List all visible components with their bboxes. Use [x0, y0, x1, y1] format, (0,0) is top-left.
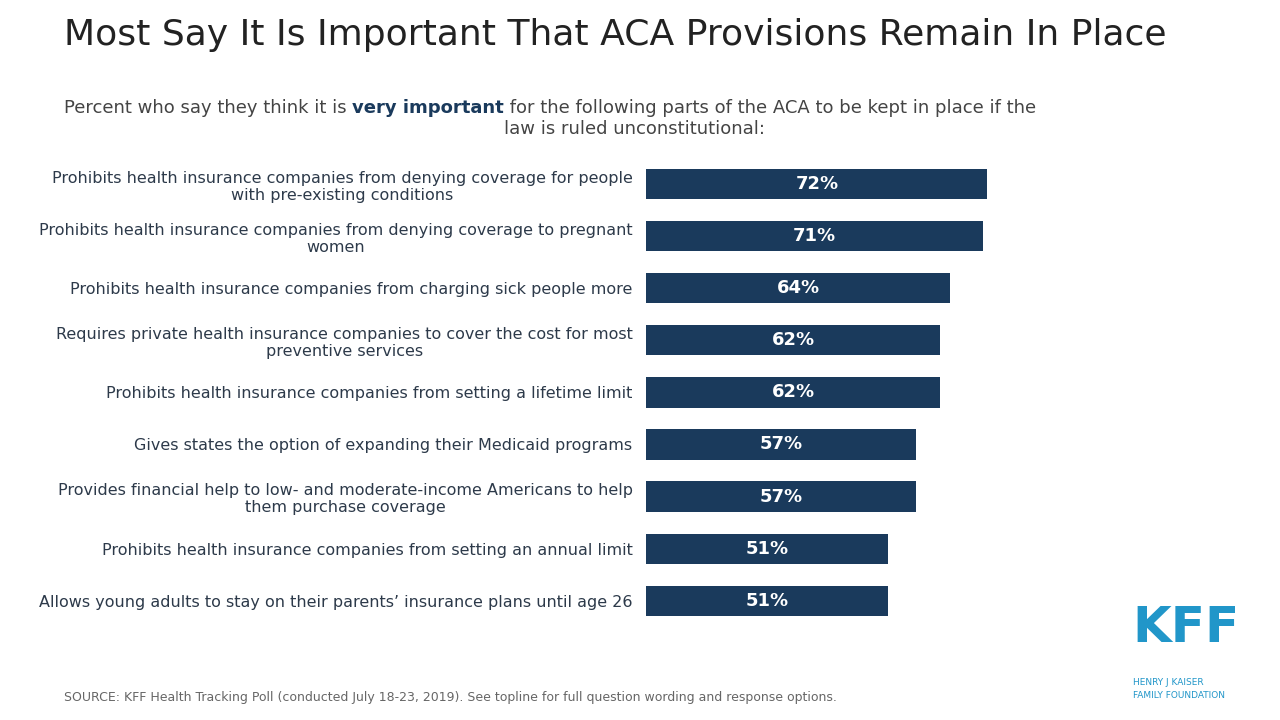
Bar — [646, 169, 987, 199]
Text: Most Say It Is Important That ACA Provisions Remain In Place: Most Say It Is Important That ACA Provis… — [64, 18, 1166, 52]
Text: 72%: 72% — [795, 175, 838, 193]
Text: KFF: KFF — [1133, 603, 1240, 652]
Bar — [646, 273, 950, 303]
Text: 51%: 51% — [746, 592, 788, 610]
Bar — [646, 429, 916, 459]
Bar — [646, 534, 888, 564]
Text: 62%: 62% — [772, 331, 815, 349]
Bar — [646, 377, 940, 408]
Bar — [646, 221, 983, 251]
Bar — [646, 482, 916, 512]
Text: for the following parts of the ACA to be kept in place if the
law is ruled uncon: for the following parts of the ACA to be… — [504, 99, 1037, 138]
Text: 51%: 51% — [746, 540, 788, 558]
Text: Percent who say they think it is: Percent who say they think it is — [64, 99, 352, 117]
Text: 64%: 64% — [777, 279, 819, 297]
Bar — [646, 325, 940, 356]
Text: very important: very important — [352, 99, 504, 117]
Text: HENRY J KAISER
FAMILY FOUNDATION: HENRY J KAISER FAMILY FOUNDATION — [1133, 678, 1225, 700]
Text: 62%: 62% — [772, 383, 815, 401]
Text: 57%: 57% — [760, 436, 803, 454]
Text: SOURCE: KFF Health Tracking Poll (conducted July 18-23, 2019). See topline for f: SOURCE: KFF Health Tracking Poll (conduc… — [64, 691, 837, 704]
Text: 57%: 57% — [760, 487, 803, 505]
Text: 71%: 71% — [794, 227, 836, 245]
Bar — [646, 585, 888, 616]
